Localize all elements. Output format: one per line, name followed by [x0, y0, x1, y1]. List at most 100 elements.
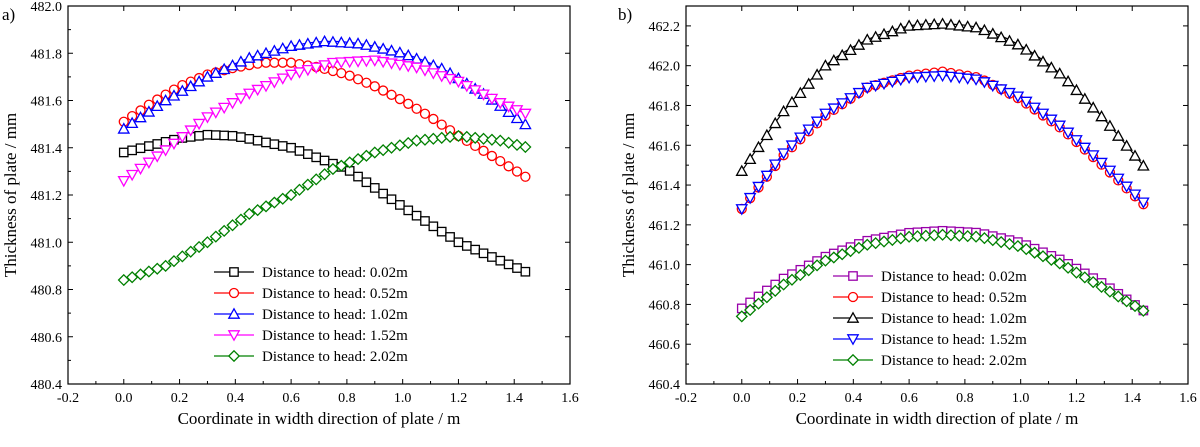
data-point [176, 132, 189, 144]
data-point [860, 82, 874, 95]
y-tick-label: 481.0 [31, 236, 63, 251]
data-point [1120, 181, 1133, 193]
data-point [351, 37, 365, 49]
data-point [1078, 271, 1091, 284]
data-point [226, 98, 239, 110]
data-point [385, 44, 398, 56]
data-point [510, 111, 524, 124]
data-point [351, 152, 365, 166]
data-point [217, 62, 231, 75]
data-point [777, 278, 790, 291]
data-point [1078, 142, 1092, 155]
data-point [944, 229, 958, 242]
data-point [743, 192, 757, 205]
legend-label: Distance to head: 0.02m [262, 265, 408, 281]
data-point [768, 116, 782, 129]
data-point [827, 103, 841, 115]
x-tick-label: -0.2 [675, 391, 697, 406]
legend-marker [227, 349, 241, 363]
data-point [259, 46, 273, 59]
data-point [1128, 299, 1142, 313]
data-point [293, 38, 306, 50]
data-point [969, 230, 983, 243]
data-point [1120, 295, 1133, 308]
data-point [201, 70, 214, 82]
series-1 [118, 129, 531, 277]
data-point [1003, 237, 1016, 251]
data-point [201, 112, 214, 124]
data-point [117, 175, 131, 188]
data-point [810, 259, 824, 272]
data-point [520, 266, 531, 277]
data-point [361, 77, 372, 88]
y-tick-label: 481.4 [31, 142, 63, 157]
data-point [477, 132, 490, 145]
data-point [301, 64, 315, 77]
data-point [511, 166, 523, 177]
series-5 [117, 129, 532, 287]
data-point [760, 291, 773, 304]
data-point [735, 204, 749, 216]
data-point [411, 210, 422, 221]
data-point [927, 71, 941, 83]
data-point [844, 93, 857, 105]
data-point [752, 140, 765, 153]
data-point [1120, 139, 1133, 151]
data-point [318, 168, 331, 181]
data-point [144, 141, 154, 151]
x-tick-label: 0.0 [115, 391, 133, 406]
data-point [1061, 127, 1075, 139]
data-point [242, 51, 256, 63]
data-point [259, 81, 273, 93]
data-point [1137, 304, 1150, 317]
data-point [485, 133, 499, 146]
data-point [184, 245, 197, 258]
data-point [377, 85, 389, 96]
data-point [760, 170, 774, 183]
data-point [277, 57, 288, 68]
x-tick-label: 0.0 [733, 391, 751, 406]
data-point [401, 61, 415, 73]
data-point [301, 178, 314, 191]
data-point [928, 229, 941, 242]
data-point [1112, 290, 1125, 303]
data-point [502, 136, 515, 149]
data-point [936, 70, 949, 83]
data-point [487, 252, 497, 262]
data-point [485, 93, 499, 106]
y-tick-label: 462.2 [649, 20, 681, 35]
data-point [336, 67, 347, 79]
data-point [510, 138, 524, 152]
data-point [995, 235, 1008, 249]
data-point [478, 248, 489, 259]
data-point [368, 40, 382, 52]
legend-label: Distance to head: 0.02m [881, 269, 1027, 285]
legend: Distance to head: 0.02m Distance to head:… [833, 269, 1027, 369]
data-point [1053, 67, 1067, 79]
data-point [269, 57, 280, 68]
data-point [512, 263, 522, 273]
x-axis-title: Coordinate in width direction of plate /… [178, 409, 461, 428]
data-point [403, 205, 414, 216]
data-point [142, 157, 156, 169]
x-tick-label: 0.4 [845, 391, 863, 406]
data-point [361, 177, 372, 188]
data-point [744, 303, 757, 317]
y-tick-label: 481.6 [31, 95, 63, 110]
data-point [436, 226, 447, 237]
data-point [125, 169, 139, 182]
data-point [510, 105, 524, 117]
y-axis-title: Thickness of plate / mm [1, 113, 20, 277]
x-tick-label: 0.2 [789, 391, 807, 406]
data-point [494, 134, 507, 147]
legend-marker [848, 271, 858, 281]
data-point [276, 192, 289, 205]
data-point [1103, 119, 1117, 131]
data-point [1020, 242, 1033, 256]
data-point [135, 143, 146, 154]
x-tick-label: -0.2 [57, 391, 79, 406]
data-point [326, 162, 340, 176]
data-point [802, 124, 816, 136]
data-point [936, 17, 949, 29]
